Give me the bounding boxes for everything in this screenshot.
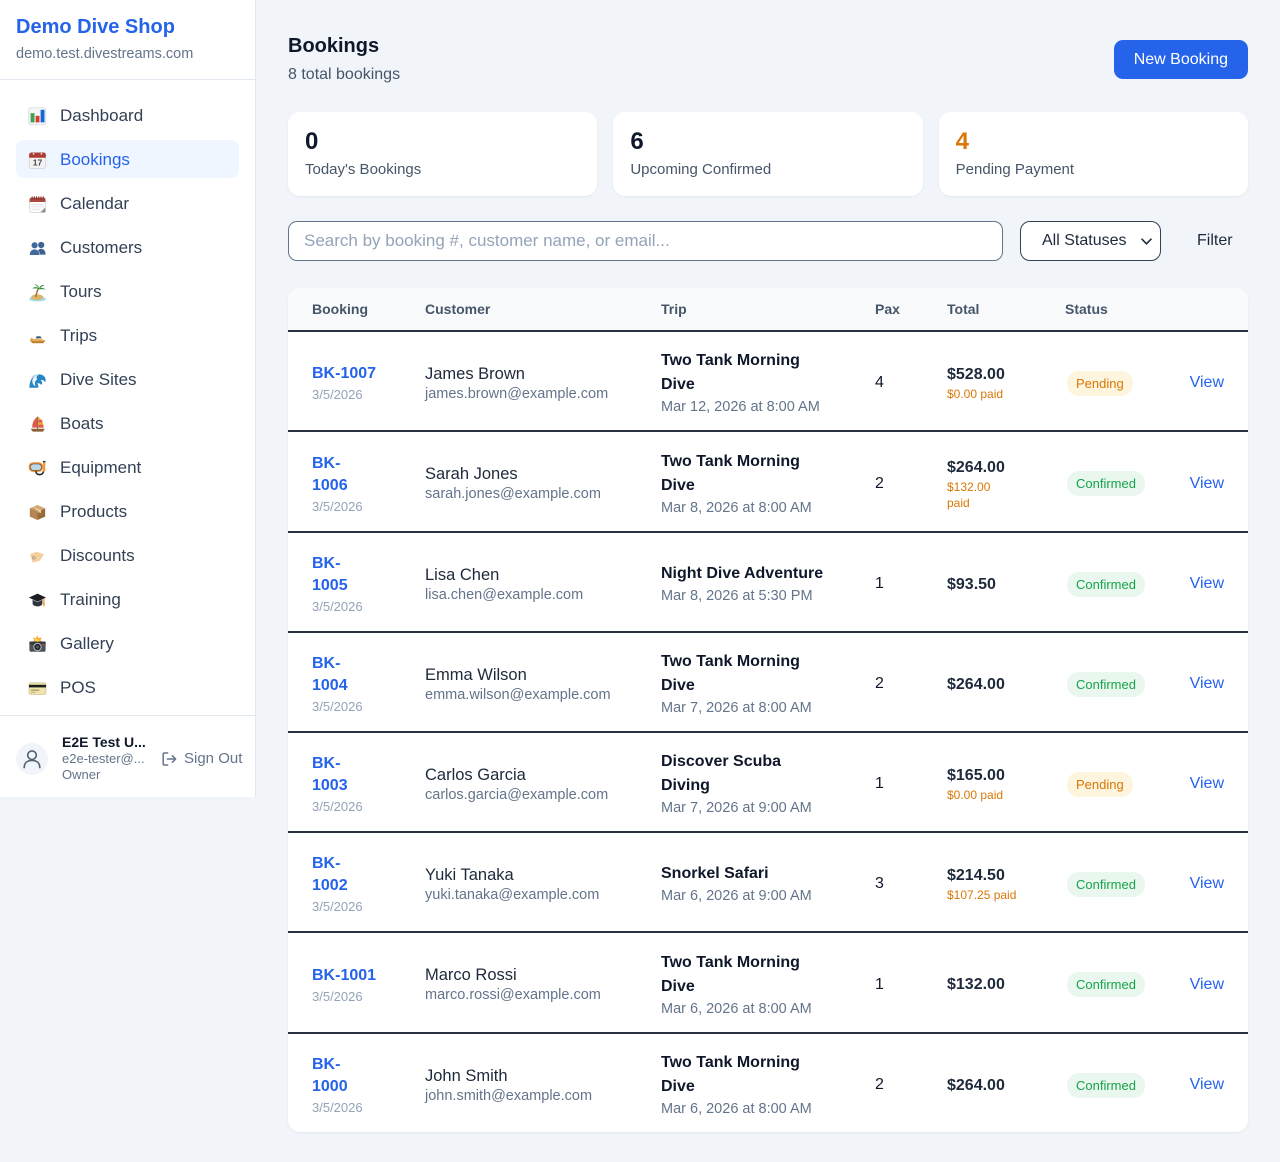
svg-text:17: 17 xyxy=(33,157,43,167)
